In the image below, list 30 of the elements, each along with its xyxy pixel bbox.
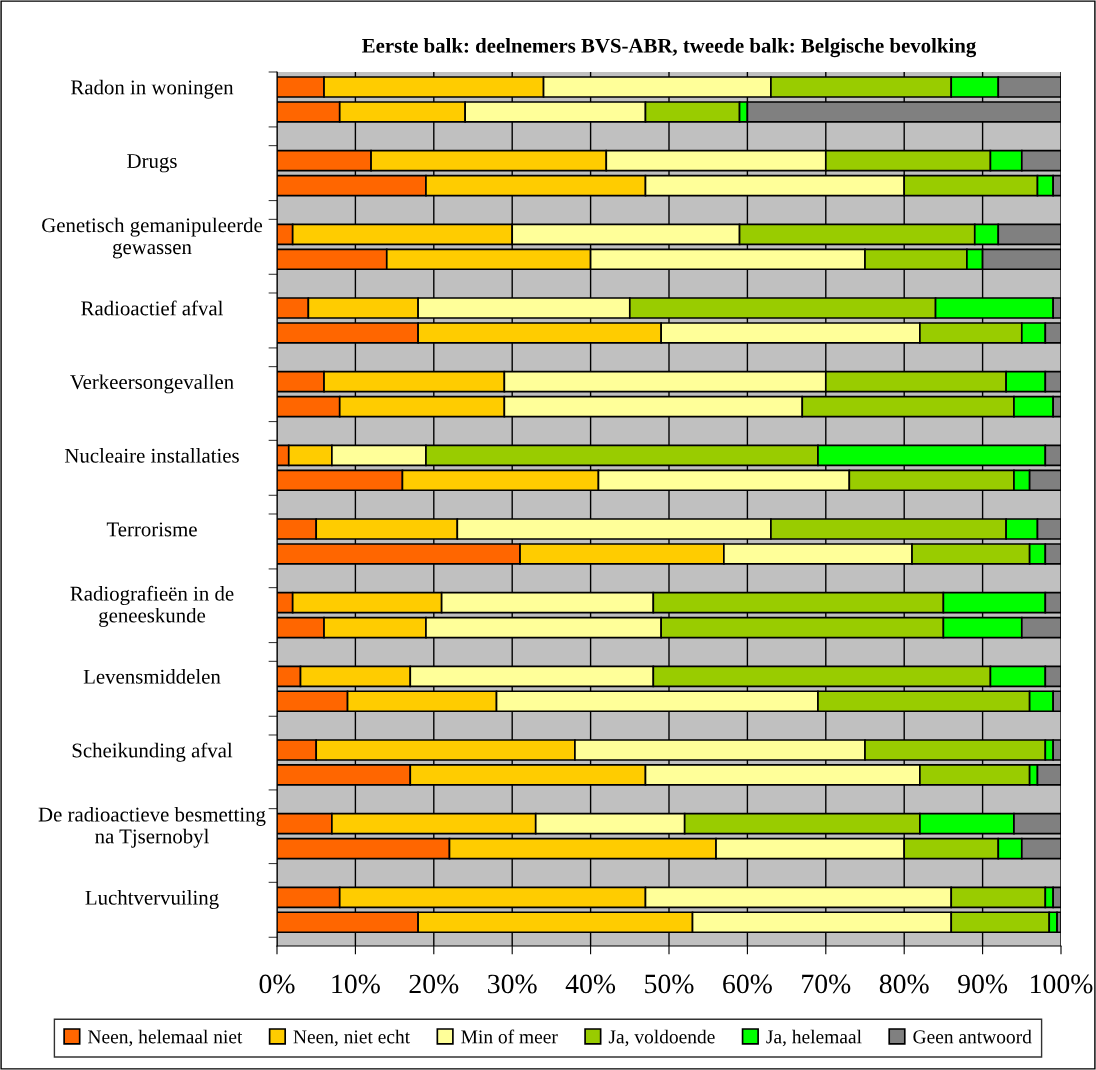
y-tick-label: Verkeersongevallen [70,374,234,394]
y-tick-label: Genetisch gemanipuleerde gewassen [42,217,263,259]
y-tick-label: Radon in woningen [71,79,234,99]
x-tick-label: 0% [259,974,295,994]
y-tick-label: Scheikunding afval [72,742,233,762]
x-tick-label: 80% [879,974,929,994]
y-tick-label: De radioactieve besmetting na Tjsernobyl [38,806,266,848]
x-tick-label: 60% [723,974,772,994]
chart-title: Eerste balk: deelnemers BVS-ABR, tweede balk: Belgische bevolking [362,38,977,58]
y-tick-label: Luchtvervuiling [85,890,219,910]
y-tick-label: Terrorisme [106,522,197,537]
legend-label: Neen, helemaal niet [88,1029,243,1047]
legend-label: Geen antwoord [913,1029,1032,1044]
x-tick-label: 10% [332,974,380,994]
y-tick-label: Radiografieën in de geneeskunde [70,585,234,627]
x-tick-label: 50% [645,974,694,994]
legend-label: Ja, voldoende [608,1029,715,1047]
y-tick-label: Drugs [127,154,177,173]
y-tick-label: Nucleaire installaties [64,448,239,463]
x-tick-label: 70% [802,974,851,994]
x-tick-label: 90% [958,974,1008,994]
x-tick-label: 40% [565,974,616,994]
legend-label: Ja, helemaal [766,1029,862,1047]
legend-label: Min of meer [461,1029,558,1044]
y-tick-label: Levensmiddelen [83,669,221,684]
x-tick-label: 100% [1031,974,1093,994]
legend-label: Neen, niet echt [293,1029,410,1047]
y-tick-label: Radioactief afval [81,300,224,316]
x-tick-label: 20% [409,974,459,994]
x-tick-label: 30% [488,974,537,994]
